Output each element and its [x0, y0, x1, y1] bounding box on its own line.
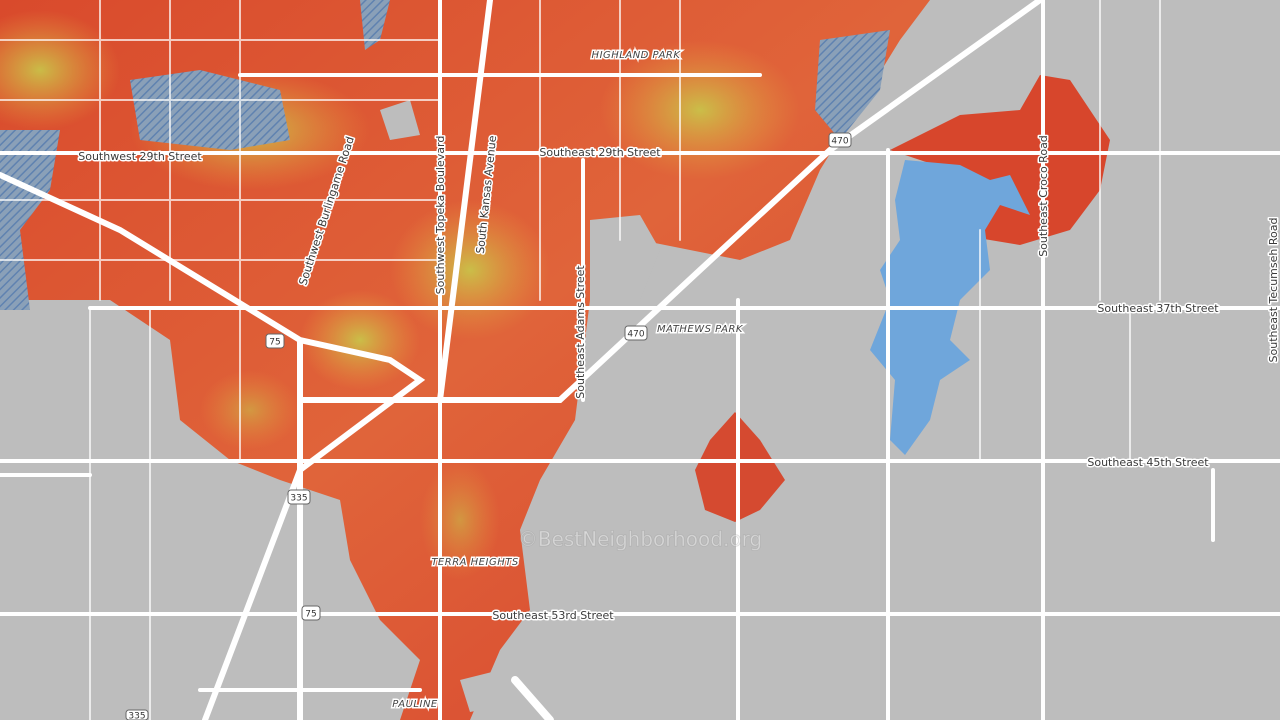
- watermark: ©BestNeighborhood.org: [518, 527, 762, 551]
- street-label: Southeast Croco Road: [1037, 135, 1050, 257]
- shield-label: 335: [128, 712, 145, 720]
- street-label: Southwest Topeka Boulevard: [434, 136, 447, 295]
- shield-label: 75: [305, 610, 316, 620]
- street-label: Southeast 29th Street: [539, 146, 661, 159]
- street-label: Southeast 53rd Street: [492, 609, 614, 622]
- street-label: Southwest 29th Street: [78, 150, 202, 163]
- shield: [301, 605, 321, 621]
- street-label: Southeast 45th Street: [1087, 456, 1209, 469]
- neighborhood-label: TERRA HEIGHTS: [431, 557, 519, 568]
- highway-shields: 470 470 75 75 335 335: [125, 132, 852, 720]
- shield: [287, 489, 311, 505]
- street-label: Southeast Tecumseh Road: [1267, 218, 1280, 363]
- street-label: Southeast 37th Street: [1097, 302, 1219, 315]
- neighborhood-label: PAULINE: [392, 699, 438, 710]
- shield-label: 470: [831, 137, 848, 147]
- labels: HIGHLAND PARK MATHEWS PARK TERRA HEIGHTS…: [77, 49, 1280, 712]
- shield-label: 470: [627, 330, 644, 340]
- shield: [265, 333, 285, 349]
- street-label: Southeast Adams Street: [574, 265, 587, 399]
- neighborhood-label: MATHEWS PARK: [657, 324, 744, 335]
- shield: [828, 132, 852, 148]
- neighborhood-label: HIGHLAND PARK: [592, 50, 682, 61]
- shield: [624, 325, 648, 341]
- shield-label: 75: [269, 338, 280, 348]
- shield: [125, 709, 149, 720]
- shield-label: 335: [290, 494, 307, 504]
